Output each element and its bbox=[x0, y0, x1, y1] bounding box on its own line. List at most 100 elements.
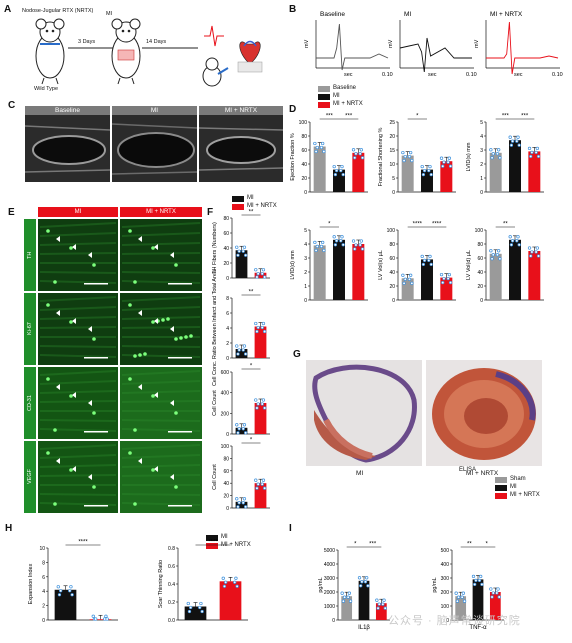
arrowhead-icon bbox=[138, 384, 142, 390]
ecg-ylabel: mV bbox=[388, 39, 394, 48]
y-tick-label: 600 bbox=[221, 370, 230, 376]
data-point bbox=[340, 591, 344, 595]
data-point bbox=[375, 598, 379, 602]
data-point bbox=[221, 576, 225, 580]
tissue-fiber bbox=[39, 380, 117, 385]
data-point bbox=[460, 595, 464, 599]
data-point bbox=[242, 423, 247, 427]
y-tick-label: 20 bbox=[477, 284, 483, 290]
y-axis-label: Cell Count bbox=[212, 464, 218, 490]
y-tick-label: 0.2 bbox=[168, 600, 175, 606]
tissue-fiber bbox=[39, 232, 117, 237]
cell-marker bbox=[92, 263, 96, 267]
cell-marker bbox=[151, 246, 155, 250]
arrowhead-icon bbox=[72, 392, 76, 398]
data-point bbox=[262, 275, 267, 279]
data-point bbox=[56, 585, 60, 589]
data-point bbox=[254, 398, 258, 402]
data-point bbox=[237, 249, 241, 253]
bar bbox=[254, 272, 267, 278]
cell-marker bbox=[46, 377, 50, 381]
data-point bbox=[495, 152, 500, 156]
arrowhead-icon bbox=[138, 458, 142, 464]
scale-bar bbox=[168, 357, 192, 359]
data-point bbox=[535, 246, 539, 250]
sig-label: * bbox=[328, 222, 331, 228]
data-point bbox=[529, 154, 533, 159]
data-point bbox=[236, 505, 240, 509]
echo-image-baseline: Baseline bbox=[25, 106, 110, 182]
data-point bbox=[495, 253, 500, 257]
data-point bbox=[428, 164, 432, 169]
schematic-panel: Nodose-Jugular RTX (NRTX) MI 3 Days 14 D… bbox=[14, 6, 286, 98]
data-point bbox=[402, 158, 406, 163]
panel-label-b: B bbox=[289, 4, 297, 15]
micrograph bbox=[120, 367, 202, 439]
y-axis-label: Fractional Shortening % bbox=[378, 128, 384, 187]
arrowhead-icon bbox=[72, 244, 76, 250]
data-point bbox=[235, 344, 239, 348]
tissue-fiber bbox=[121, 232, 201, 237]
y-tick-label: 25 bbox=[389, 120, 395, 126]
legend-swatch bbox=[206, 535, 218, 541]
y-axis-label: LV Vol(d) µL bbox=[466, 250, 472, 280]
data-point bbox=[407, 154, 412, 159]
y-tick-label: 2 bbox=[226, 341, 229, 347]
bar bbox=[489, 592, 501, 620]
data-point bbox=[334, 168, 339, 173]
cell-marker bbox=[133, 502, 137, 506]
micrograph bbox=[120, 293, 202, 365]
cell-marker bbox=[92, 337, 96, 341]
scale-bar bbox=[168, 505, 192, 507]
cell-marker bbox=[128, 303, 132, 307]
data-point bbox=[534, 250, 538, 254]
legend-title: ELISA bbox=[459, 467, 477, 473]
legend-label: Sham bbox=[510, 476, 526, 482]
arrowhead-icon bbox=[72, 318, 76, 324]
legend-label: MI bbox=[221, 534, 228, 540]
data-point bbox=[313, 141, 317, 146]
data-point bbox=[447, 272, 451, 277]
data-point bbox=[536, 154, 541, 159]
sig-label: * bbox=[416, 114, 419, 120]
y-axis-label: TH Fibers (Numbers) bbox=[212, 222, 218, 274]
data-point bbox=[261, 268, 266, 272]
data-point bbox=[441, 280, 445, 285]
ecg-traces-panel: Baseline mV sec 0.10 MI mV sec 0.10 MI + NRTX mV s… bbox=[304, 11, 563, 78]
arrowhead-icon bbox=[88, 400, 92, 406]
y-tick-label: 0.6 bbox=[168, 564, 175, 570]
scale-bar bbox=[84, 431, 108, 433]
data-point bbox=[473, 582, 477, 587]
bar bbox=[89, 619, 112, 620]
data-point bbox=[376, 606, 380, 610]
cell-marker bbox=[128, 451, 132, 455]
arrowhead-icon bbox=[170, 400, 174, 406]
bar bbox=[509, 140, 521, 192]
data-point bbox=[360, 156, 365, 160]
tissue-fiber bbox=[121, 271, 201, 274]
panel-label-e: E bbox=[8, 207, 15, 218]
data-point bbox=[341, 243, 345, 247]
data-point bbox=[241, 501, 245, 505]
data-point bbox=[491, 253, 495, 257]
y-axis-label: LV Vol(s) µL bbox=[378, 250, 384, 280]
y-tick-label: 20 bbox=[389, 134, 395, 140]
data-point bbox=[189, 605, 193, 610]
data-point bbox=[455, 599, 460, 603]
y-axis-label: LVID(s) mm bbox=[466, 142, 472, 171]
y-tick-label: 500 bbox=[441, 548, 450, 554]
y-tick-label: 8 bbox=[226, 296, 229, 302]
data-point bbox=[260, 325, 264, 330]
data-point bbox=[354, 152, 358, 156]
data-point bbox=[241, 348, 245, 352]
bar bbox=[489, 253, 502, 300]
data-point bbox=[441, 164, 445, 168]
cell-marker bbox=[189, 334, 193, 338]
bar bbox=[421, 259, 433, 300]
data-point bbox=[339, 168, 343, 173]
ecg-xlabel: sec bbox=[428, 72, 437, 78]
sig-label: ** bbox=[467, 542, 472, 548]
y-tick-label: 100 bbox=[475, 228, 484, 234]
y-tick-label: 60 bbox=[477, 256, 483, 262]
